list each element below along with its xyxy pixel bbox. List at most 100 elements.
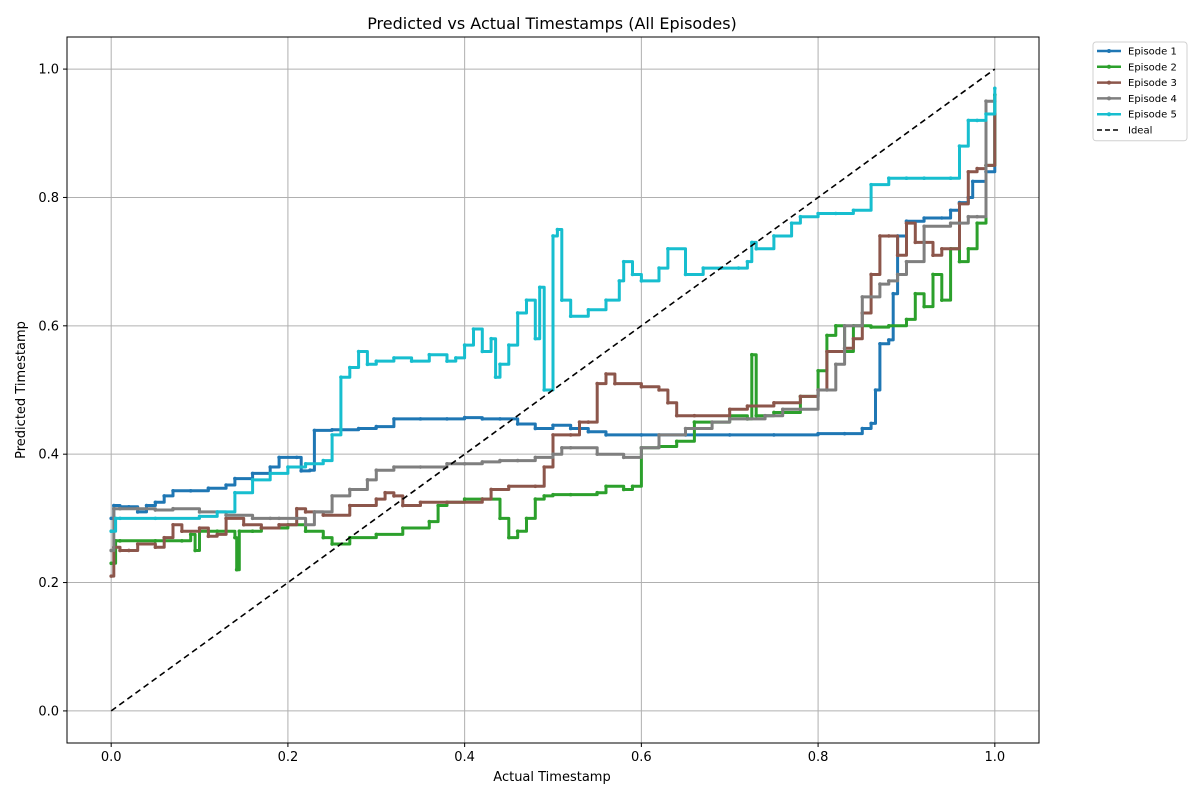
y-tick-label: 0.2	[38, 576, 59, 591]
data-point	[524, 516, 529, 521]
legend-label: Episode 2	[1128, 62, 1177, 73]
data-point	[772, 433, 776, 437]
data-point	[674, 439, 679, 444]
data-point	[268, 516, 273, 521]
data-point	[498, 458, 502, 463]
data-point	[109, 548, 113, 553]
data-point	[904, 176, 909, 180]
data-point	[118, 539, 122, 543]
y-tick-label: 0.6	[38, 319, 59, 334]
data-point	[984, 112, 988, 116]
data-point	[418, 500, 423, 505]
data-point	[462, 415, 467, 420]
data-point	[418, 417, 423, 421]
data-point	[347, 487, 352, 492]
legend-label: Episode 1	[1128, 47, 1177, 58]
series-line	[110, 68, 996, 712]
data-point	[878, 234, 882, 238]
data-point	[321, 513, 326, 517]
data-point	[308, 468, 312, 473]
data-point	[970, 179, 975, 184]
data-point	[135, 510, 140, 514]
data-point	[621, 259, 626, 264]
data-point	[630, 484, 635, 489]
data-point	[171, 522, 175, 527]
data-point	[560, 298, 564, 302]
data-point	[957, 202, 962, 206]
data-point	[330, 427, 334, 432]
data-point	[621, 455, 626, 460]
legend-marker	[1107, 64, 1111, 69]
data-point	[445, 462, 449, 466]
data-point	[904, 259, 909, 264]
data-point	[303, 462, 308, 466]
data-point	[825, 349, 829, 354]
data-point	[113, 516, 118, 521]
axis-ticks: 0.0 0.2 0.4 0.6 0.8 1.0 0.0 0.2 0.4 0.6 0.8 1.0	[38, 63, 1005, 765]
legend-label: Episode 3	[1128, 78, 1177, 89]
data-point	[873, 388, 878, 392]
data-point	[507, 484, 511, 489]
data-point	[299, 469, 303, 473]
data-point	[825, 333, 829, 338]
data-point	[533, 336, 538, 341]
data-point	[869, 421, 873, 426]
data-point	[568, 426, 573, 431]
data-point	[277, 455, 281, 460]
data-point	[595, 452, 599, 456]
data-point	[657, 266, 661, 270]
data-point	[789, 221, 794, 225]
series-line	[111, 99, 995, 552]
data-point	[568, 492, 573, 497]
data-point	[604, 433, 608, 437]
data-point	[851, 208, 856, 213]
series-ideal	[110, 68, 996, 712]
data-point	[493, 375, 498, 379]
legend: Episode 1 Episode 2 Episode 3 Episode 4 Epis…	[1092, 41, 1188, 142]
x-tick-label: 0.8	[808, 750, 829, 765]
data-point	[162, 494, 166, 498]
data-point	[657, 433, 661, 437]
plot-frame	[66, 36, 1040, 744]
y-tick-label: 1.0	[38, 63, 59, 78]
data-point	[215, 529, 220, 533]
data-point	[922, 176, 926, 180]
data-point	[400, 503, 405, 508]
data-point	[330, 542, 334, 546]
data-point	[833, 324, 838, 328]
data-point	[895, 253, 900, 258]
data-point	[533, 497, 538, 501]
data-point	[294, 455, 299, 460]
data-point	[683, 426, 688, 431]
data-point	[383, 490, 387, 495]
data-point	[171, 488, 175, 493]
data-point	[551, 492, 555, 497]
data-point	[666, 401, 670, 405]
legend-label: Ideal	[1128, 126, 1152, 137]
data-point	[162, 535, 166, 540]
data-point	[772, 401, 776, 405]
data-point	[975, 214, 979, 219]
data-point	[869, 325, 873, 329]
data-point	[365, 362, 370, 367]
data-point	[736, 266, 741, 270]
data-point	[878, 341, 882, 346]
data-point	[621, 487, 626, 492]
data-point	[197, 514, 202, 519]
data-point	[798, 394, 803, 399]
data-point	[480, 417, 485, 421]
data-point	[400, 526, 405, 530]
series-episode-4	[109, 99, 997, 553]
data-point	[940, 216, 944, 220]
data-point	[144, 503, 149, 508]
data-point	[551, 234, 555, 238]
legend-label: Episode 5	[1128, 110, 1177, 121]
data-point	[480, 349, 485, 354]
data-point	[891, 291, 895, 296]
data-point	[507, 535, 511, 540]
data-point	[604, 484, 608, 489]
data-point	[180, 529, 184, 533]
data-point	[118, 548, 122, 553]
